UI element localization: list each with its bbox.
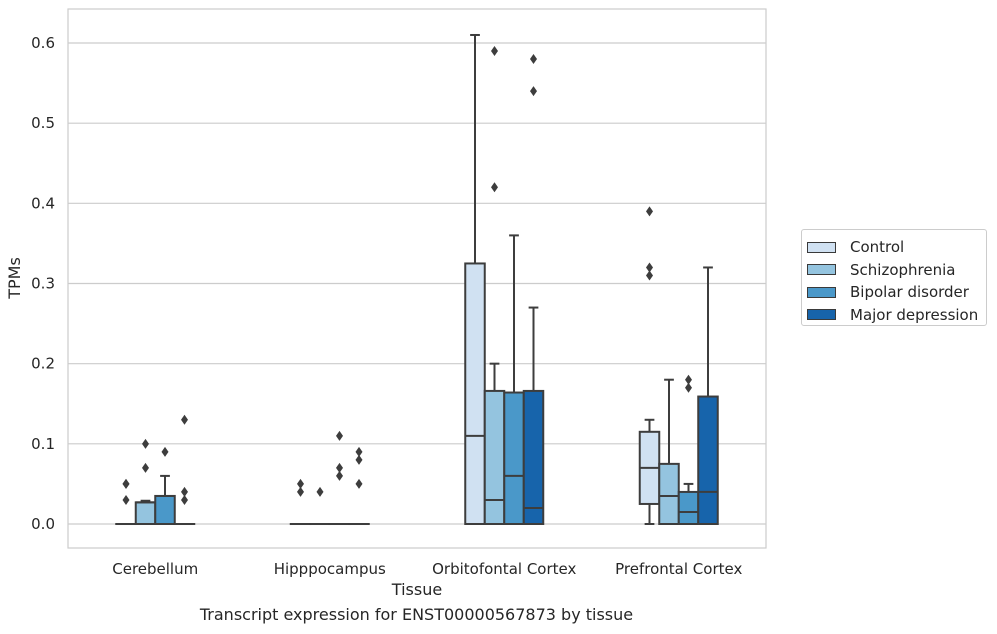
flier-point [142,438,149,449]
box-schizophrenia-0 [134,438,157,526]
flier-point [530,54,537,65]
x-tick-label: Hipppocampus [274,560,386,578]
legend-label: Bipolar disorder [850,283,969,302]
x-axis-label: Tissue [391,580,442,599]
legend-label: Control [850,238,905,257]
box-rect [483,389,506,525]
box-control-1 [289,478,312,526]
box-rect [658,462,680,525]
box-schizophrenia-2 [483,46,506,525]
box-rect [134,501,157,526]
x-tick-label: Prefrontal Cortex [615,560,742,578]
box-bipolar-disorder-3 [677,374,700,525]
flier-point [336,470,343,481]
flier-point [142,462,149,473]
y-tick-label: 0.5 [31,114,55,132]
box-rect [464,262,486,525]
flier-point [181,414,188,425]
flier-point [355,446,363,457]
legend-swatch [807,309,836,321]
legend-swatch [807,241,836,253]
box-major-depression-2 [522,54,545,525]
box-major-depression-1 [348,446,370,526]
x-tick-label: Orbitofontal Cortex [432,560,576,578]
flier-point [122,478,130,489]
plot-frame [67,8,767,549]
box-control-3 [638,206,661,525]
y-tick-labels: 0.0 0.1 0.2 0.3 0.4 0.5 0.6 [31,34,55,533]
flier-point [355,478,363,489]
boxes [115,33,719,526]
box-rect [697,395,719,525]
flier-point [646,270,653,281]
flier-point [181,486,188,497]
legend: Control Schizophrenia Bipolar disorder Majo… [801,229,987,326]
flier-point [297,478,304,489]
flier-point [530,86,537,97]
box-bipolar-disorder-1 [328,430,351,526]
box-major-depression-3 [697,266,719,525]
y-tick-label: 0.4 [31,194,55,212]
y-tick-label: 0.2 [31,355,55,373]
legend-label: Schizophrenia [850,260,956,279]
flier-point [355,454,363,465]
x-tick-labels: Cerebellum Hipppocampus Orbitofontal Corte… [112,560,742,578]
box-control-2 [464,33,486,525]
legend-label: Major depression [850,305,979,324]
legend-item: Major depression [807,304,986,327]
flier-point [336,430,343,441]
legend-item: Schizophrenia [807,259,986,282]
gridlines [68,42,766,525]
chart-caption: Transcript expression for ENST0000056787… [199,605,634,624]
box-bipolar-disorder-2 [503,234,525,525]
legend-item: Control [807,236,986,259]
flier-point [685,382,692,393]
flier-point [685,374,692,385]
box-rect [503,391,525,525]
flier-point [181,494,188,505]
box-schizophrenia-3 [658,378,680,525]
box-schizophrenia-1 [309,486,331,526]
box-rect [677,490,700,525]
flier-point [491,46,498,57]
y-axis-label: TPMs [5,257,24,300]
y-tick-label: 0.1 [31,435,55,453]
y-tick-label: 0.0 [31,515,55,533]
legend-item: Bipolar disorder [807,281,986,304]
flier-point [646,262,653,273]
flier-point [336,462,343,473]
legend-swatch [807,286,836,298]
flier-point [122,494,130,505]
flier-point [297,486,304,497]
box-rect [522,389,545,525]
flier-point [491,182,498,193]
box-rect [154,494,176,526]
box-bipolar-disorder-0 [154,446,176,526]
box-control-0 [115,478,137,526]
legend-swatch [807,264,836,276]
flier-point [646,206,653,217]
y-tick-label: 0.3 [31,275,55,293]
y-tick-label: 0.6 [31,34,55,52]
flier-point [316,486,324,497]
x-tick-label: Cerebellum [112,560,198,578]
flier-point [161,446,169,457]
box-major-depression-0 [173,414,196,526]
